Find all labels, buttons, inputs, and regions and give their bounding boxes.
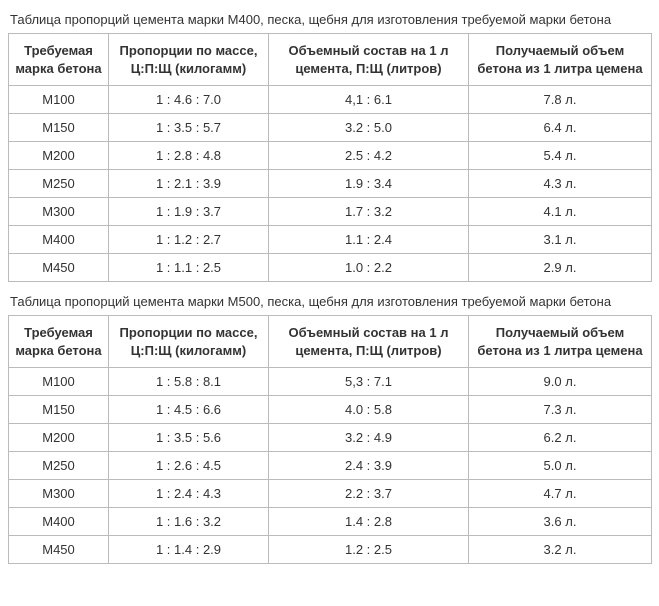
cell: 1 : 2.8 : 4.8	[109, 142, 269, 170]
table-row: М4501 : 1.4 : 2.91.2 : 2.53.2 л.	[9, 536, 652, 564]
table-row: М4001 : 1.2 : 2.71.1 : 2.43.1 л.	[9, 226, 652, 254]
cell: 7.8 л.	[469, 86, 652, 114]
table-title: Таблица пропорций цемента марки М500, пе…	[10, 294, 649, 309]
cell: 6.4 л.	[469, 114, 652, 142]
cell: М200	[9, 424, 109, 452]
cell: 3.2 : 4.9	[269, 424, 469, 452]
col-header: Требуемая марка бетона	[9, 34, 109, 86]
table-row: М4501 : 1.1 : 2.51.0 : 2.22.9 л.	[9, 254, 652, 282]
cell: М150	[9, 114, 109, 142]
cell: 1 : 1.2 : 2.7	[109, 226, 269, 254]
cell: 4.0 : 5.8	[269, 396, 469, 424]
col-header: Требуемая марка бетона	[9, 316, 109, 368]
cell: 3.2 л.	[469, 536, 652, 564]
cell: 1 : 2.6 : 4.5	[109, 452, 269, 480]
cell: 1.7 : 3.2	[269, 198, 469, 226]
table-row: М2501 : 2.1 : 3.91.9 : 3.44.3 л.	[9, 170, 652, 198]
col-header: Получаемый объем бетона из 1 литра цемен…	[469, 34, 652, 86]
cell: 2.9 л.	[469, 254, 652, 282]
cell: 2.2 : 3.7	[269, 480, 469, 508]
cell: 2.4 : 3.9	[269, 452, 469, 480]
cell: 1.2 : 2.5	[269, 536, 469, 564]
table-row: М2001 : 2.8 : 4.82.5 : 4.25.4 л.	[9, 142, 652, 170]
cell: 1 : 2.1 : 3.9	[109, 170, 269, 198]
cell: 1 : 2.4 : 4.3	[109, 480, 269, 508]
cell: М250	[9, 452, 109, 480]
cell: 1 : 4.6 : 7.0	[109, 86, 269, 114]
table-block-m500: Таблица пропорций цемента марки М500, пе…	[8, 294, 651, 564]
cell: М150	[9, 396, 109, 424]
cell: М100	[9, 368, 109, 396]
cell: 1 : 1.9 : 3.7	[109, 198, 269, 226]
cell: М250	[9, 170, 109, 198]
cell: 1 : 1.4 : 2.9	[109, 536, 269, 564]
table-title: Таблица пропорций цемента марки М400, пе…	[10, 12, 649, 27]
table-row: М1501 : 4.5 : 6.64.0 : 5.87.3 л.	[9, 396, 652, 424]
cell: 1.0 : 2.2	[269, 254, 469, 282]
table-header-row: Требуемая марка бетона Пропорции по масс…	[9, 34, 652, 86]
cell: 4,1 : 6.1	[269, 86, 469, 114]
table-row: М1001 : 5.8 : 8.15,3 : 7.19.0 л.	[9, 368, 652, 396]
cell: 6.2 л.	[469, 424, 652, 452]
cell: 5.0 л.	[469, 452, 652, 480]
cell: 1 : 1.6 : 3.2	[109, 508, 269, 536]
table-row: М2001 : 3.5 : 5.63.2 : 4.96.2 л.	[9, 424, 652, 452]
cell: 1 : 1.1 : 2.5	[109, 254, 269, 282]
cell: 5.4 л.	[469, 142, 652, 170]
cell: 1 : 5.8 : 8.1	[109, 368, 269, 396]
cell: 4.3 л.	[469, 170, 652, 198]
cell: 5,3 : 7.1	[269, 368, 469, 396]
col-header: Пропорции по массе, Ц:П:Щ (килогамм)	[109, 316, 269, 368]
cell: 7.3 л.	[469, 396, 652, 424]
cell: 4.7 л.	[469, 480, 652, 508]
table-row: М4001 : 1.6 : 3.21.4 : 2.83.6 л.	[9, 508, 652, 536]
col-header: Объемный состав на 1 л цемента, П:Щ (лит…	[269, 316, 469, 368]
cell: 9.0 л.	[469, 368, 652, 396]
cell: 2.5 : 4.2	[269, 142, 469, 170]
cell: 3.1 л.	[469, 226, 652, 254]
cell: 1 : 3.5 : 5.6	[109, 424, 269, 452]
cell: М200	[9, 142, 109, 170]
proportions-table: Требуемая марка бетона Пропорции по масс…	[8, 315, 652, 564]
cell: 1.1 : 2.4	[269, 226, 469, 254]
cell: М400	[9, 508, 109, 536]
table-row: М2501 : 2.6 : 4.52.4 : 3.95.0 л.	[9, 452, 652, 480]
table-header-row: Требуемая марка бетона Пропорции по масс…	[9, 316, 652, 368]
cell: 1.9 : 3.4	[269, 170, 469, 198]
cell: М400	[9, 226, 109, 254]
cell: 4.1 л.	[469, 198, 652, 226]
cell: М450	[9, 254, 109, 282]
col-header: Объемный состав на 1 л цемента, П:Щ (лит…	[269, 34, 469, 86]
col-header: Пропорции по массе, Ц:П:Щ (килогамм)	[109, 34, 269, 86]
proportions-table: Требуемая марка бетона Пропорции по масс…	[8, 33, 652, 282]
cell: 1 : 3.5 : 5.7	[109, 114, 269, 142]
table-row: М3001 : 2.4 : 4.32.2 : 3.74.7 л.	[9, 480, 652, 508]
cell: 3.6 л.	[469, 508, 652, 536]
cell: М300	[9, 198, 109, 226]
cell: 1.4 : 2.8	[269, 508, 469, 536]
table-row: М1001 : 4.6 : 7.04,1 : 6.17.8 л.	[9, 86, 652, 114]
table-block-m400: Таблица пропорций цемента марки М400, пе…	[8, 12, 651, 282]
table-row: М3001 : 1.9 : 3.71.7 : 3.24.1 л.	[9, 198, 652, 226]
cell: 3.2 : 5.0	[269, 114, 469, 142]
cell: М100	[9, 86, 109, 114]
cell: М450	[9, 536, 109, 564]
col-header: Получаемый объем бетона из 1 литра цемен…	[469, 316, 652, 368]
table-row: М1501 : 3.5 : 5.73.2 : 5.06.4 л.	[9, 114, 652, 142]
cell: М300	[9, 480, 109, 508]
cell: 1 : 4.5 : 6.6	[109, 396, 269, 424]
